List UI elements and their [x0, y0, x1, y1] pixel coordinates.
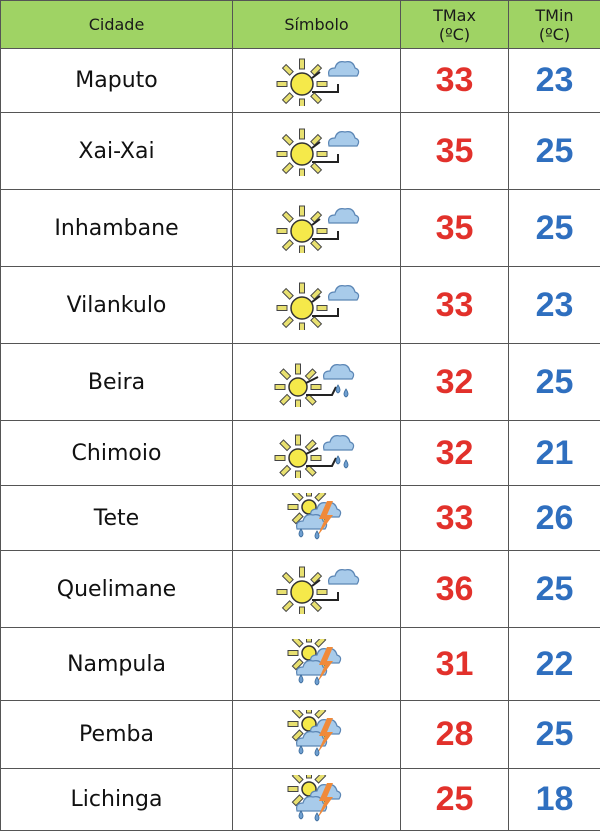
- header-city: Cidade: [1, 1, 233, 49]
- thunderstorm-icon: [233, 628, 401, 701]
- city-name: Beira: [1, 344, 233, 421]
- tmin-value: 25: [509, 551, 600, 628]
- tmax-value: 33: [401, 486, 509, 551]
- tmax-value: 33: [401, 49, 509, 113]
- thunderstorm-icon: [233, 486, 401, 551]
- table-row: Pemba 28 25: [1, 701, 600, 769]
- city-name: Chimoio: [1, 421, 233, 486]
- sun-cloud-rain-icon: [233, 421, 401, 486]
- table-row: Beira 32 25: [1, 344, 600, 421]
- tmin-label: TMin: [535, 6, 573, 25]
- tmax-value: 32: [401, 344, 509, 421]
- tmin-value: 23: [509, 267, 600, 344]
- tmax-value: 32: [401, 421, 509, 486]
- city-name: Lichinga: [1, 769, 233, 831]
- city-name: Inhambane: [1, 190, 233, 267]
- tmin-value: 18: [509, 769, 600, 831]
- table-row: Nampula 31 22: [1, 628, 600, 701]
- table-row: Quelimane 36 25: [1, 551, 600, 628]
- tmax-label: TMax: [433, 6, 476, 25]
- sun-cloud-icon: [233, 551, 401, 628]
- sun-cloud-rain-icon: [233, 344, 401, 421]
- tmin-value: 26: [509, 486, 600, 551]
- tmax-value: 25: [401, 769, 509, 831]
- tmax-value: 35: [401, 113, 509, 190]
- city-name: Nampula: [1, 628, 233, 701]
- tmin-unit: (ºC): [539, 25, 570, 44]
- sun-cloud-icon: [233, 190, 401, 267]
- sun-cloud-icon: [233, 113, 401, 190]
- header-row: Cidade Símbolo TMax(ºC) TMin(ºC): [1, 1, 600, 49]
- tmax-unit: (ºC): [439, 25, 470, 44]
- table-row: Vilankulo 33 23: [1, 267, 600, 344]
- tmin-value: 25: [509, 344, 600, 421]
- tmin-value: 21: [509, 421, 600, 486]
- tmax-value: 35: [401, 190, 509, 267]
- table-row: Tete 33 26: [1, 486, 600, 551]
- tmin-value: 25: [509, 701, 600, 769]
- city-name: Xai-Xai: [1, 113, 233, 190]
- tmin-value: 23: [509, 49, 600, 113]
- table-row: Maputo 33 23: [1, 49, 600, 113]
- city-name: Quelimane: [1, 551, 233, 628]
- thunderstorm-icon: [233, 769, 401, 831]
- table-row: Inhambane 35 25: [1, 190, 600, 267]
- table-row: Xai-Xai 35 25: [1, 113, 600, 190]
- city-name: Vilankulo: [1, 267, 233, 344]
- thunderstorm-icon: [233, 701, 401, 769]
- tmax-value: 31: [401, 628, 509, 701]
- sun-cloud-icon: [233, 49, 401, 113]
- header-symbol: Símbolo: [233, 1, 401, 49]
- tmin-value: 22: [509, 628, 600, 701]
- sun-cloud-icon: [233, 267, 401, 344]
- tmin-value: 25: [509, 113, 600, 190]
- header-tmin: TMin(ºC): [509, 1, 600, 49]
- tmax-value: 36: [401, 551, 509, 628]
- tmax-value: 33: [401, 267, 509, 344]
- city-name: Pemba: [1, 701, 233, 769]
- table-row: Chimoio 32 21: [1, 421, 600, 486]
- tmin-value: 25: [509, 190, 600, 267]
- tmax-value: 28: [401, 701, 509, 769]
- table-row: Lichinga 25 18: [1, 769, 600, 831]
- city-name: Maputo: [1, 49, 233, 113]
- city-name: Tete: [1, 486, 233, 551]
- header-tmax: TMax(ºC): [401, 1, 509, 49]
